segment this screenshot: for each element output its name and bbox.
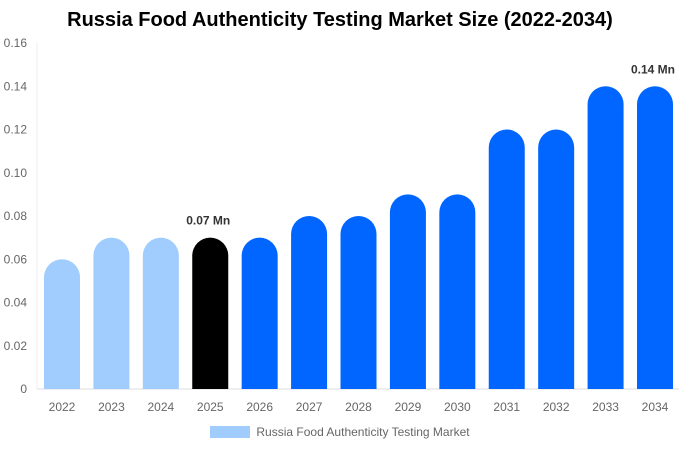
y-tick-label: 0.08 — [4, 209, 28, 223]
x-tick-label: 2024 — [147, 400, 174, 414]
y-tick-label: 0.04 — [4, 296, 28, 310]
x-tick-label: 2023 — [98, 400, 125, 414]
x-tick-label: 2028 — [345, 400, 372, 414]
legend-swatch — [210, 426, 251, 438]
y-tick-label: 0 — [20, 382, 27, 396]
bar-2034 — [637, 86, 673, 389]
bar-2029 — [389, 194, 426, 389]
y-tick-label: 0.10 — [4, 166, 28, 180]
y-tick-label: 0.12 — [4, 123, 28, 137]
y-tick-label: 0.06 — [4, 252, 28, 266]
legend: Russia Food Authenticity Testing Market — [0, 425, 680, 439]
bar-2025 — [192, 237, 229, 389]
x-tick-label: 2033 — [592, 400, 619, 414]
bar-2022 — [44, 259, 80, 389]
x-tick-label: 2022 — [49, 400, 76, 414]
y-tick-label: 0.16 — [4, 36, 28, 50]
data-label: 0.07 Mn — [186, 214, 230, 228]
chart-title: Russia Food Authenticity Testing Market … — [67, 9, 613, 31]
x-tick-label: 2032 — [543, 400, 570, 414]
bar-2031 — [488, 129, 525, 389]
y-tick-label: 0.14 — [4, 79, 28, 93]
bar-2024 — [142, 237, 179, 389]
bar-2027 — [291, 216, 328, 389]
x-tick-label: 2031 — [493, 400, 520, 414]
legend-label: Russia Food Authenticity Testing Market — [256, 425, 470, 439]
y-tick-label: 0.02 — [4, 339, 28, 353]
bar-2023 — [93, 237, 130, 389]
x-tick-label: 2030 — [444, 400, 471, 414]
x-tick-label: 2029 — [395, 400, 422, 414]
bar-2028 — [340, 216, 377, 389]
x-tick-label: 2026 — [246, 400, 273, 414]
x-tick-label: 2025 — [197, 400, 224, 414]
bar-2033 — [587, 86, 624, 389]
bar-2032 — [538, 129, 575, 389]
x-tick-label: 2034 — [642, 400, 669, 414]
bar-2030 — [439, 194, 476, 389]
x-tick-label: 2027 — [296, 400, 323, 414]
data-label: 0.14 Mn — [631, 62, 675, 76]
bar-2026 — [241, 237, 278, 389]
